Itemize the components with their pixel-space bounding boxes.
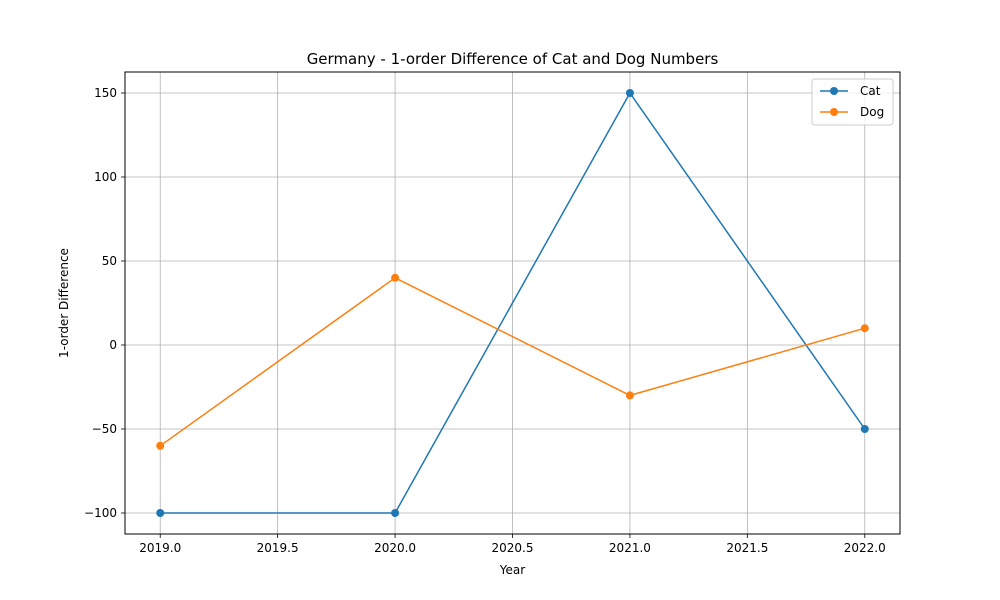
y-tick-label: −50 — [92, 422, 117, 436]
legend: Cat Dog — [811, 78, 894, 126]
x-tick-label: 2022.0 — [844, 541, 886, 555]
x-tick-label: 2020.5 — [492, 541, 534, 555]
y-axis: −100 −50 0 50 100 150 — [84, 86, 125, 520]
y-tick-label: −100 — [84, 506, 117, 520]
cat-point — [156, 509, 165, 517]
cat-point — [625, 89, 634, 97]
legend-dog-label: Dog — [860, 105, 884, 119]
cat-line — [160, 92, 866, 514]
x-tick-label: 2021.5 — [726, 541, 768, 555]
legend-cat-label: Cat — [860, 84, 881, 98]
dog-point — [156, 441, 165, 450]
legend-cat-marker — [830, 87, 838, 95]
y-tick-label: 50 — [102, 254, 117, 268]
chart-title: Germany - 1-order Difference of Cat and … — [307, 50, 719, 68]
x-tick-label: 2019.5 — [257, 541, 299, 555]
dog-point — [625, 391, 634, 400]
legend-dog-marker — [830, 108, 838, 116]
x-tick-label: 2019.0 — [139, 541, 181, 555]
x-axis: 2019.0 2019.5 2020.0 2020.5 2021.0 2021.5 2022… — [139, 534, 886, 555]
dog-line — [159, 277, 865, 447]
y-tick-label: 150 — [94, 86, 117, 100]
x-axis-label: Year — [499, 563, 525, 577]
cat-point — [860, 425, 869, 433]
y-tick-label: 0 — [109, 338, 117, 352]
cat-point — [391, 509, 400, 517]
y-axis-label: 1-order Difference — [57, 248, 71, 358]
y-tick-label: 100 — [94, 170, 117, 184]
series-layer — [156, 89, 869, 517]
x-tick-label: 2021.0 — [609, 541, 651, 555]
dog-point — [860, 324, 869, 333]
dog-point — [391, 273, 400, 282]
series-cat — [156, 89, 869, 517]
x-tick-label: 2020.0 — [374, 541, 416, 555]
series-dog — [156, 273, 869, 450]
